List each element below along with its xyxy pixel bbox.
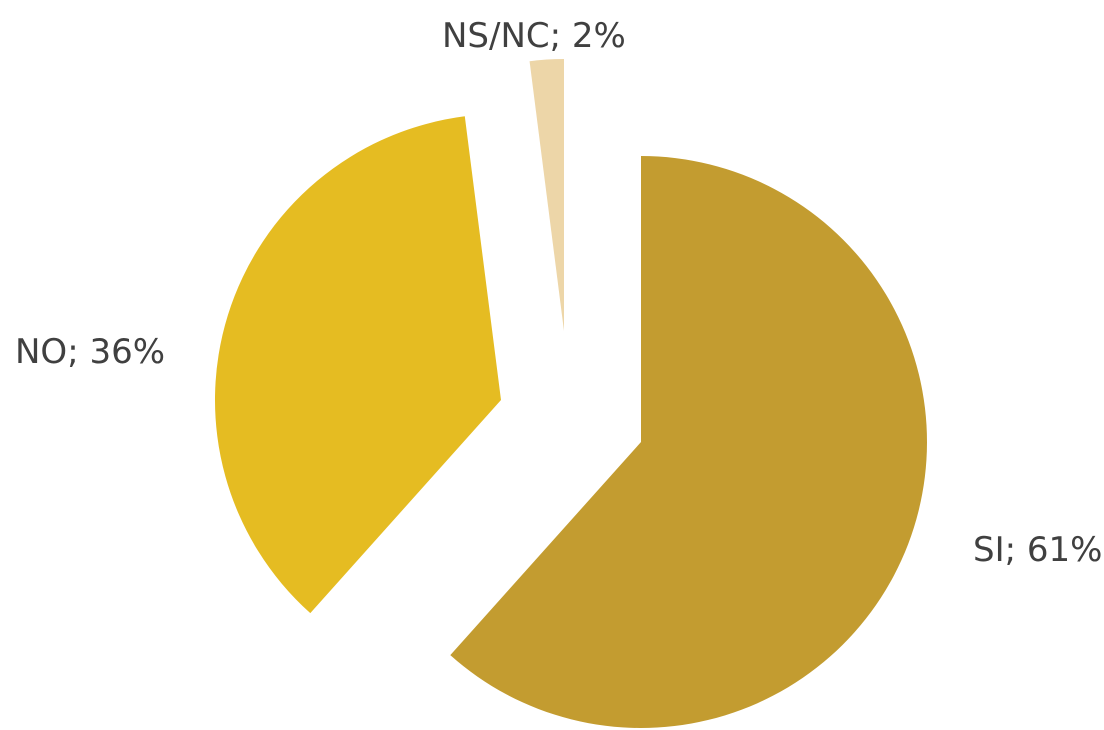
slice-label-si: SI; 61% xyxy=(973,530,1102,570)
slice-label-no: NO; 36% xyxy=(15,332,165,372)
pie-labels: SI; 61% NO; 36% NS/NC; 2% xyxy=(15,16,1102,570)
pie-slice-si xyxy=(450,156,927,728)
pie-slices xyxy=(214,59,927,728)
pie-slice-no xyxy=(214,116,501,614)
slice-label-ns-nc: NS/NC; 2% xyxy=(442,16,626,56)
pie-slice-ns-nc xyxy=(529,59,564,331)
